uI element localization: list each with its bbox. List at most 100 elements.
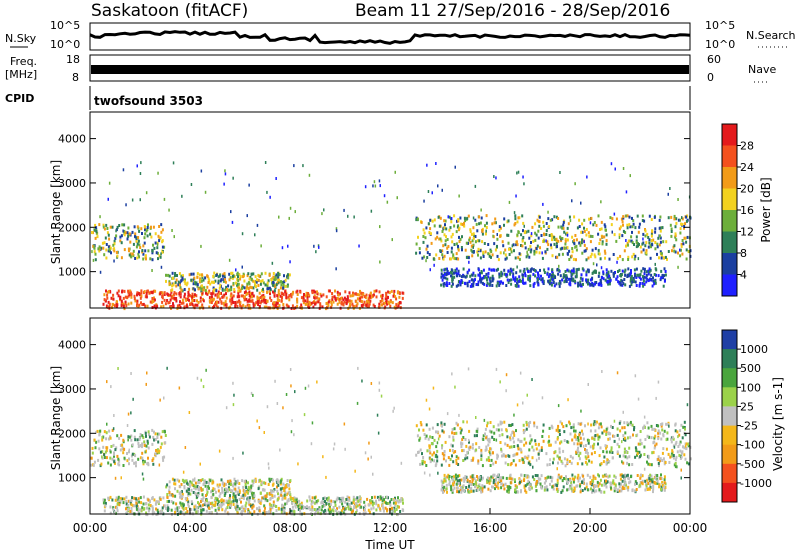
echo-cell xyxy=(557,268,560,272)
echo-cell xyxy=(287,295,290,299)
echo-cell xyxy=(203,503,206,507)
echo-cell xyxy=(180,288,183,292)
echo-cell xyxy=(507,269,510,273)
echo-cell xyxy=(101,241,104,245)
echo-cell xyxy=(338,300,341,304)
echo-cell xyxy=(597,473,599,477)
echo-cell xyxy=(569,479,572,483)
echo-cell xyxy=(239,275,242,279)
echo-cell xyxy=(223,494,226,497)
echo-cell xyxy=(654,281,657,285)
echo-cell xyxy=(687,442,689,446)
echo-cell xyxy=(499,422,502,426)
echo-cell xyxy=(650,232,653,236)
echo-cell xyxy=(261,279,264,283)
echo-cell xyxy=(280,510,283,514)
echo-cell xyxy=(644,244,647,248)
echo-cell xyxy=(578,433,581,437)
echo-cell xyxy=(581,267,584,271)
echo-cell xyxy=(484,432,486,436)
echo-cell xyxy=(251,483,254,487)
echo-cell xyxy=(352,293,355,297)
echo-cell xyxy=(618,454,621,458)
echo-cell xyxy=(514,214,517,218)
echo-cell xyxy=(201,273,203,277)
echo-cell xyxy=(352,304,355,308)
echo-cell xyxy=(669,187,671,190)
echo-cell xyxy=(608,450,611,454)
echo-cell xyxy=(662,434,665,438)
echo-cell xyxy=(262,281,265,285)
echo-cell xyxy=(265,494,268,498)
echo-cell xyxy=(99,270,102,274)
echo-cell xyxy=(663,475,666,479)
echo-cell xyxy=(603,249,606,253)
echo-cell xyxy=(622,434,625,438)
echo-cell xyxy=(500,273,503,277)
echo-cell xyxy=(212,286,215,290)
echo-cell xyxy=(109,511,112,515)
cpid-value: twofsound 3503 xyxy=(94,94,203,108)
echo-cell xyxy=(527,269,530,273)
echo-cell xyxy=(198,481,201,484)
echo-cell xyxy=(204,501,207,505)
echo-cell xyxy=(182,506,185,510)
echo-cell xyxy=(245,293,248,296)
echo-cell xyxy=(516,220,519,224)
echo-cell xyxy=(451,449,454,452)
echo-cell xyxy=(585,228,588,231)
echo-cell xyxy=(433,263,435,267)
echo-cell xyxy=(400,497,403,501)
plot-frame xyxy=(89,111,691,309)
echo-cell xyxy=(534,269,537,272)
echo-cell xyxy=(538,220,541,224)
echo-cell xyxy=(375,499,377,503)
echo-cell xyxy=(685,442,688,446)
echo-cell xyxy=(128,435,131,439)
echo-cell xyxy=(616,427,619,431)
echo-cell xyxy=(480,249,482,253)
echo-cell xyxy=(600,281,603,285)
echo-cell xyxy=(642,232,645,236)
echo-cell xyxy=(507,241,510,245)
echo-cell xyxy=(542,439,545,443)
echo-cell xyxy=(127,233,130,237)
echo-cell xyxy=(271,483,274,487)
echo-cell xyxy=(222,502,225,506)
echo-cell xyxy=(398,292,401,295)
echo-cell xyxy=(356,504,359,508)
echo-cell xyxy=(590,423,593,427)
echo-cell xyxy=(151,442,154,446)
echo-cell xyxy=(346,297,349,301)
echo-cell xyxy=(589,234,592,238)
echo-cell xyxy=(323,504,326,508)
echo-cell xyxy=(594,422,597,426)
echo-cell xyxy=(604,444,607,448)
echo-cell xyxy=(571,489,573,493)
echo-cell xyxy=(468,490,471,494)
echo-cell xyxy=(178,506,181,510)
echo-cell xyxy=(626,214,629,218)
echo-cell xyxy=(123,456,126,460)
echo-cell xyxy=(146,439,149,443)
echo-cell xyxy=(583,240,585,244)
echo-cell xyxy=(115,234,118,238)
echo-cell xyxy=(554,276,556,279)
echo-cell xyxy=(163,197,166,201)
echo-cell xyxy=(231,484,234,488)
echo-cell xyxy=(237,279,240,283)
echo-cell xyxy=(157,510,160,514)
echo-cell xyxy=(563,457,566,461)
echo-cell xyxy=(613,486,616,490)
echo-cell xyxy=(440,268,443,272)
echo-cell xyxy=(191,295,194,299)
echo-cell xyxy=(250,272,253,276)
echo-cell xyxy=(276,301,279,305)
echo-cell xyxy=(334,289,336,293)
echo-cell xyxy=(436,423,439,427)
echo-cell xyxy=(620,217,623,221)
echo-cell xyxy=(268,479,271,483)
echo-cell xyxy=(174,274,176,278)
echo-cell xyxy=(660,269,663,273)
